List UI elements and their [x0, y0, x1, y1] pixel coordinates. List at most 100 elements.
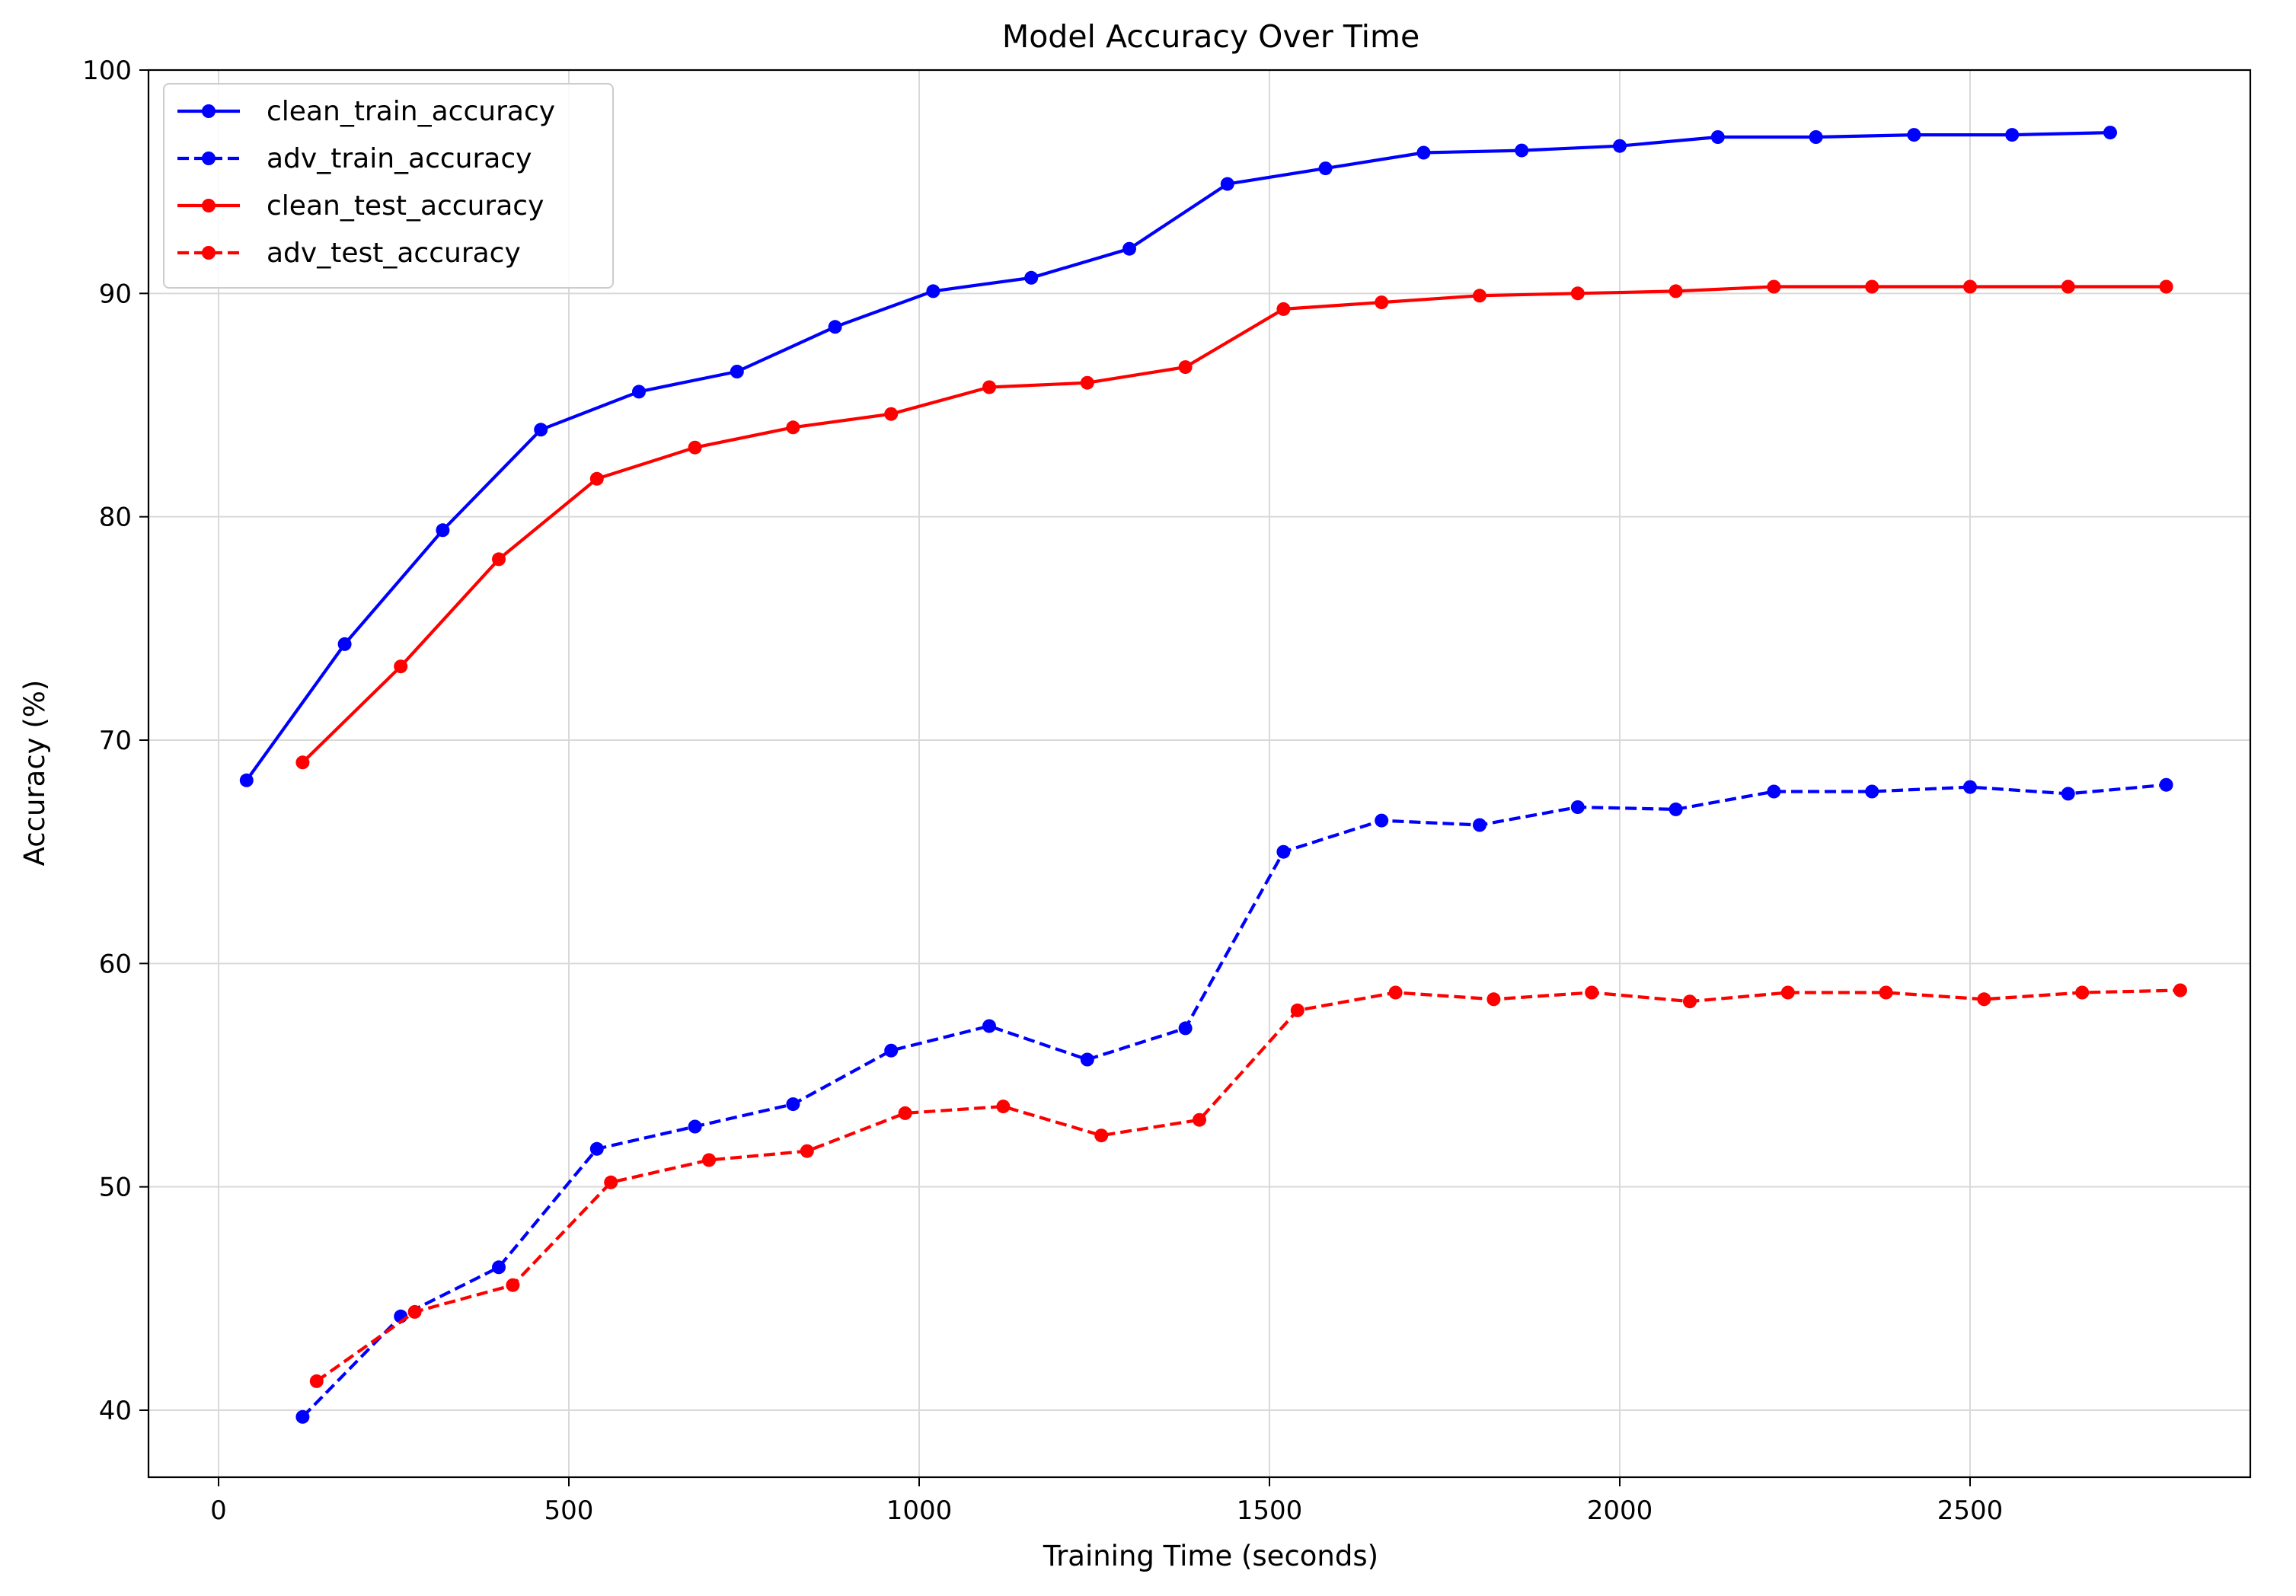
data-point [898, 1106, 912, 1120]
legend-box [163, 83, 614, 289]
data-point [1683, 994, 1697, 1009]
data-point [1193, 1112, 1206, 1127]
data-point [1178, 360, 1193, 375]
data-point [1780, 985, 1795, 1000]
x-tick-label: 1000 [886, 1495, 953, 1526]
data-point [884, 407, 899, 421]
data-point [926, 284, 940, 298]
data-point [982, 1019, 996, 1033]
data-point [1080, 375, 1094, 390]
data-point [1080, 1052, 1094, 1067]
series-line [301, 285, 2167, 764]
legend-label: adv_train_accuracy [267, 143, 532, 174]
plot-frame [147, 69, 2252, 1479]
grid [148, 69, 2250, 1477]
data-point [688, 1119, 702, 1134]
data-point [2061, 279, 2075, 294]
series-line [245, 131, 2111, 782]
legend-entry: adv_test_accuracy [177, 238, 521, 269]
data-point [1486, 992, 1501, 1007]
data-point [492, 552, 506, 567]
data-point [1375, 295, 1389, 310]
axis-ticks: 0 500 1000 1500 2000 2500 40 50 60 70 80 90 100 [82, 56, 2003, 1526]
y-tick-label: 50 [99, 1173, 132, 1203]
series-line [315, 988, 2181, 1383]
y-tick-label: 60 [99, 949, 132, 979]
legend: clean_train_accuracy adv_train_accuracycl… [163, 83, 614, 289]
y-axis-label: Accuracy (%) [18, 680, 51, 867]
legend-label: adv_test_accuracy [267, 238, 521, 269]
data-point [1977, 992, 1991, 1007]
legend-label: clean_test_accuracy [267, 190, 544, 222]
data-point [1879, 985, 1893, 1000]
data-point [1669, 284, 1683, 298]
x-tick-label: 0 [210, 1495, 227, 1526]
y-tick-label: 100 [82, 56, 132, 86]
data-point [1318, 161, 1333, 176]
data-point [1220, 177, 1234, 191]
data-point [786, 420, 800, 435]
data-point [1570, 800, 1585, 814]
data-point [506, 1278, 520, 1292]
series-clean-train-accuracy [239, 126, 2117, 787]
data-point [534, 423, 548, 437]
legend-entry: clean_test_accuracy [177, 190, 544, 222]
data-point [800, 1144, 814, 1158]
data-point [1767, 784, 1781, 799]
data-point [1024, 270, 1039, 285]
data-point [2173, 983, 2187, 998]
data-point [1515, 143, 1529, 158]
data-point [295, 1409, 310, 1424]
data-point [1570, 286, 1585, 301]
data-point [2075, 985, 2090, 1000]
data-point [1963, 279, 1977, 294]
series-line [301, 783, 2167, 1419]
data-point [1907, 128, 1921, 142]
x-tick-label: 1500 [1237, 1495, 1303, 1526]
data-point [589, 1141, 604, 1156]
data-point [1767, 279, 1781, 294]
legend-marker [202, 104, 216, 118]
data-point [1276, 302, 1291, 316]
legend-marker [202, 152, 216, 165]
series-layer [239, 126, 2187, 1424]
data-point [828, 320, 842, 334]
data-point [786, 1097, 800, 1112]
data-point [1473, 818, 1486, 832]
data-point [2159, 777, 2173, 792]
chart-title: Model Accuracy Over Time [1002, 18, 1419, 55]
y-tick-label: 90 [99, 279, 132, 309]
data-point [337, 637, 352, 651]
y-tick-label: 70 [99, 726, 132, 756]
data-point [239, 773, 254, 787]
data-point [2103, 126, 2117, 140]
data-point [2159, 279, 2173, 294]
data-point [309, 1374, 324, 1388]
data-point [1416, 145, 1431, 160]
data-point [1473, 289, 1486, 303]
data-point [688, 440, 702, 455]
data-point [589, 471, 604, 486]
data-point [2005, 128, 2020, 142]
data-point [884, 1043, 899, 1058]
data-point [1710, 130, 1725, 144]
legend-label: clean_train_accuracy [267, 96, 555, 127]
y-tick-label: 80 [99, 503, 132, 533]
data-point [1290, 1003, 1304, 1017]
data-point [632, 385, 646, 399]
data-point [1122, 241, 1136, 256]
data-point [1809, 130, 1823, 144]
x-tick-label: 2500 [1937, 1495, 2004, 1526]
data-point [1388, 985, 1403, 1000]
data-point [1276, 844, 1291, 859]
y-tick-label: 40 [99, 1396, 132, 1426]
data-point [394, 659, 408, 674]
data-point [604, 1175, 618, 1189]
x-axis-label: Training Time (seconds) [1043, 1540, 1378, 1572]
legend-marker [202, 246, 216, 260]
legend-entry: clean_train_accuracy [177, 96, 555, 127]
series-clean-test-accuracy [295, 279, 2173, 770]
data-point [492, 1260, 506, 1275]
